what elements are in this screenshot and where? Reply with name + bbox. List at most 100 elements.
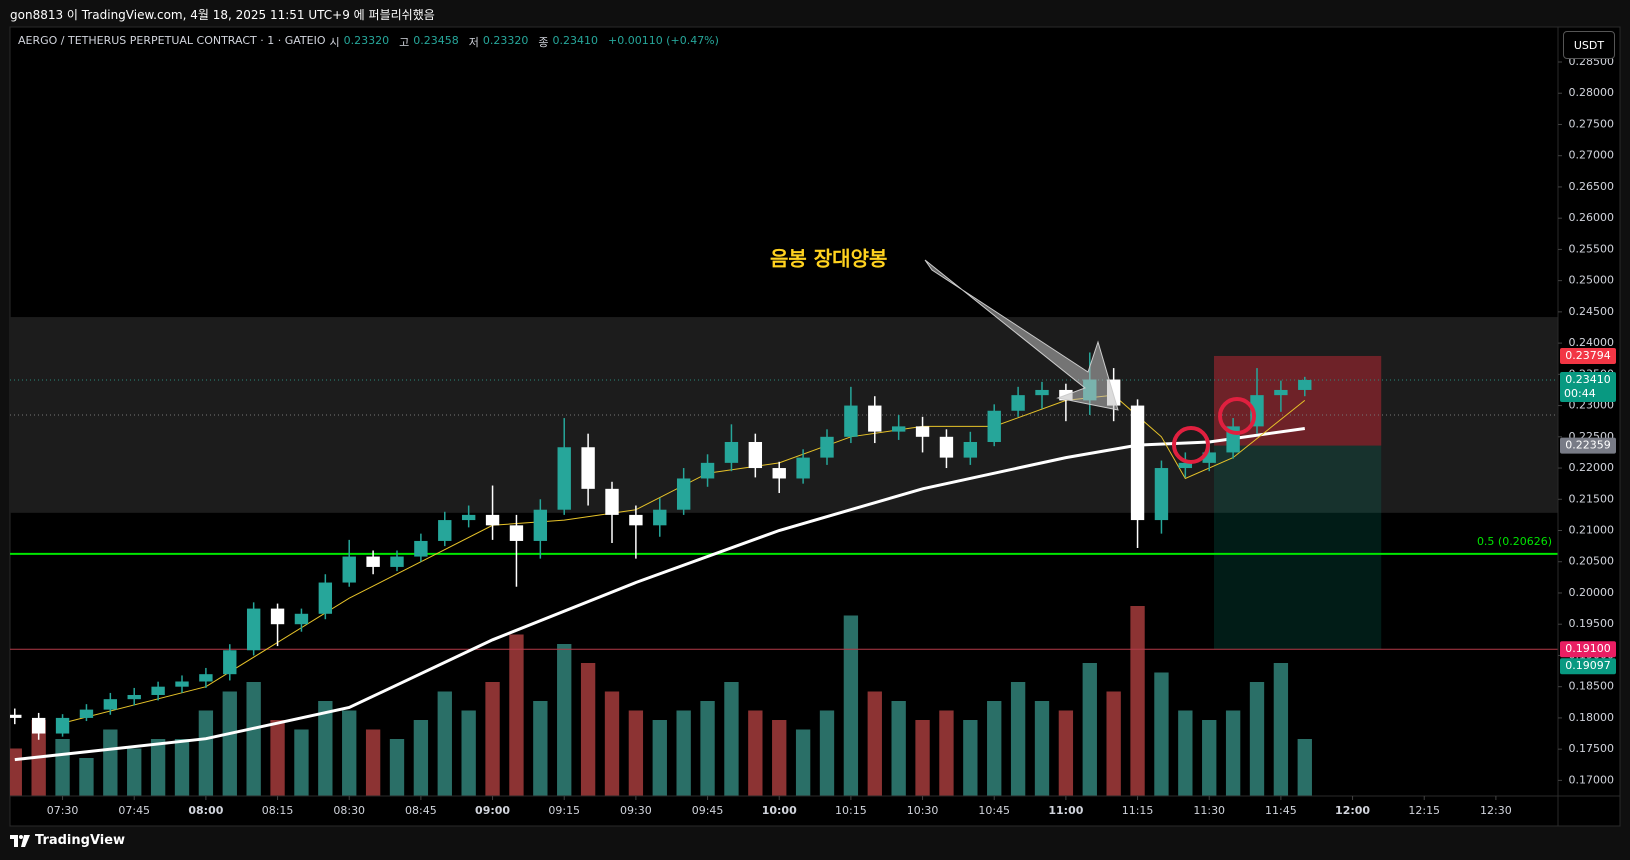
y-tick-label: 0.27000	[1569, 149, 1615, 162]
candle-body	[1011, 395, 1025, 411]
y-tick-label: 0.20500	[1569, 555, 1615, 568]
x-tick-label: 12:30	[1480, 804, 1512, 817]
volume-bar	[270, 720, 285, 796]
price-tag-label: 0.23794	[1565, 349, 1611, 362]
candle-body	[438, 520, 452, 541]
y-tick-label: 0.20000	[1569, 586, 1615, 599]
volume-bar	[533, 701, 548, 796]
candle-body	[939, 436, 954, 458]
candle-body	[485, 514, 500, 526]
publish-info: gon8813 이 TradingView.com, 4월 18, 2025 1…	[10, 8, 435, 22]
volume-bar	[604, 691, 620, 796]
y-tick-label: 0.24500	[1569, 305, 1615, 318]
y-tick-label: 0.17000	[1569, 773, 1615, 786]
candle-body	[844, 405, 858, 437]
highlight-circle	[1172, 426, 1210, 464]
volume-bar	[1130, 606, 1145, 796]
candle-body	[246, 608, 261, 651]
ohlc-key: 시	[329, 36, 340, 49]
candle-body	[270, 608, 285, 625]
y-tick-label: 0.24000	[1569, 336, 1615, 349]
logo	[10, 834, 30, 847]
candle-body	[772, 468, 786, 479]
y-tick-label: 0.26000	[1569, 211, 1615, 224]
candle-body	[581, 447, 595, 489]
volume-bar	[795, 729, 811, 796]
volume-bar	[772, 720, 787, 796]
y-tick-label: 0.27500	[1569, 117, 1615, 130]
price-tag	[1560, 641, 1616, 658]
candle-body	[1130, 405, 1145, 521]
volume-bar	[437, 691, 452, 796]
volume-bar	[55, 739, 70, 796]
candle-body	[151, 686, 165, 695]
candle-body	[509, 525, 524, 541]
position-target-zone	[1214, 445, 1382, 650]
volume-bar	[628, 710, 644, 796]
volume-bar	[987, 701, 1002, 796]
candle-body	[223, 650, 237, 675]
footer-brand: TradingView	[35, 833, 126, 848]
candle-body	[55, 717, 70, 734]
price-tag-label: 0.19100	[1565, 642, 1611, 655]
volume-bar	[1178, 710, 1193, 796]
annotation-arrow	[924, 259, 1119, 411]
volume-bar	[365, 729, 381, 796]
volume-bar	[580, 663, 596, 796]
overlay: 음봉 장대양봉	[770, 247, 1256, 464]
volume-bar	[557, 644, 572, 796]
candle-body	[1298, 379, 1312, 390]
x-tick-label: 09:00	[475, 804, 510, 817]
volume-bar	[318, 701, 333, 796]
x-tick-label: 08:30	[333, 804, 365, 817]
volume-bar	[294, 729, 309, 796]
x-tick-label: 10:15	[835, 804, 867, 817]
volume-bar	[413, 720, 429, 796]
candle-body	[868, 405, 882, 432]
candle-body	[629, 514, 643, 526]
candle-body	[366, 556, 380, 567]
price-tag-label: 0.23410	[1565, 373, 1611, 386]
volume-bar	[461, 710, 476, 796]
volume-bar	[891, 701, 906, 796]
price-tag	[1560, 658, 1616, 675]
highlight-circle	[1218, 397, 1256, 435]
candle-body	[342, 556, 356, 583]
x-tick-label: 08:45	[405, 804, 437, 817]
volume-bar	[79, 758, 94, 796]
candle-body	[390, 556, 404, 567]
volume-bar	[1034, 701, 1050, 796]
candle-body	[676, 478, 691, 510]
volume-bar	[222, 691, 237, 796]
candle-body	[199, 674, 213, 682]
candle-body	[79, 709, 94, 718]
y-tick-label: 0.21500	[1569, 492, 1615, 505]
candle-body	[820, 436, 834, 458]
price-tag	[1560, 371, 1616, 402]
y-tick-label: 0.22000	[1569, 461, 1615, 474]
currency-button[interactable]: USDT	[1563, 31, 1615, 59]
volume-bar	[1010, 682, 1026, 796]
candle-body	[653, 509, 667, 526]
x-tick-label: 11:00	[1048, 804, 1083, 817]
level-label: 0.5 (0.20626)	[1477, 535, 1552, 548]
volume-bar	[652, 720, 667, 796]
volume-bar	[724, 682, 739, 796]
x-tick-label: 12:15	[1408, 804, 1440, 817]
y-tick-label: 0.18000	[1569, 711, 1615, 724]
x-tick-label: 11:30	[1193, 804, 1225, 817]
y-tick-label: 0.28000	[1569, 86, 1615, 99]
x-tick-label: 09:45	[692, 804, 724, 817]
x-tick-label: 12:00	[1335, 804, 1370, 817]
volume-bar	[700, 701, 715, 796]
candle-body	[724, 441, 739, 463]
candle-body	[533, 509, 548, 541]
symbol-legend: AERGO / TETHERUS PERPETUAL CONTRACT · 1 …	[18, 34, 725, 50]
annotation-text: 음봉 장대양봉	[770, 247, 887, 271]
volume-bar	[485, 682, 500, 796]
y-tick-label: 0.18500	[1569, 680, 1615, 693]
candle-body	[557, 447, 571, 510]
y-tick-label: 0.25500	[1569, 242, 1615, 255]
candle-body	[318, 582, 333, 614]
